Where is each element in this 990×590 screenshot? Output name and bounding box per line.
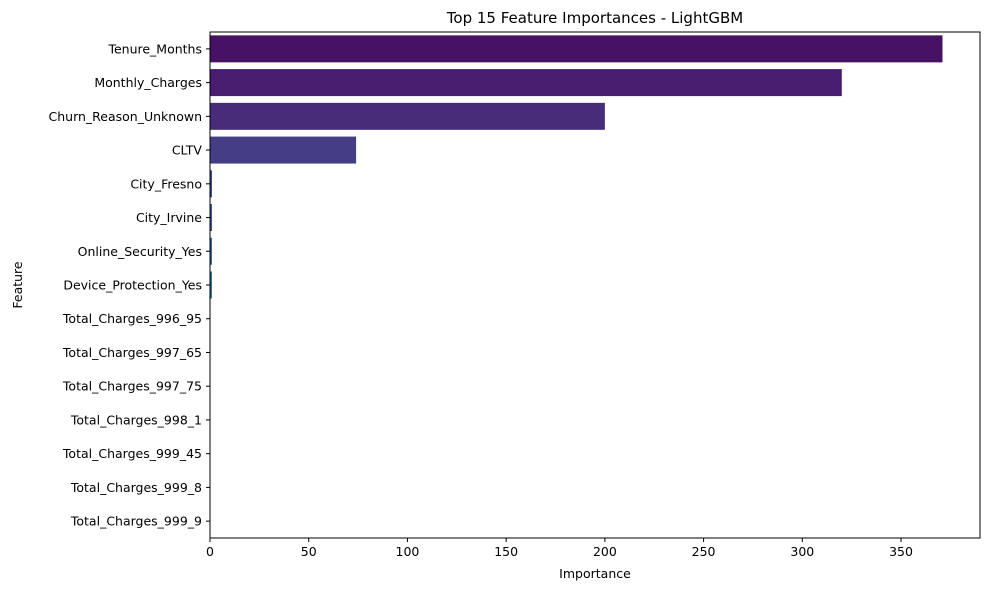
x-tick-label: 350 [889,544,913,559]
bar [210,237,212,265]
x-tick-label: 150 [494,544,518,559]
x-tick-label: 300 [790,544,814,559]
bar [210,170,212,198]
bar [210,271,212,299]
plot-frame [209,31,981,539]
y-tick-label: City_Fresno [130,176,202,191]
y-tick-label: Churn_Reason_Unknown [49,109,203,124]
y-axis-ticks: Tenure_Months Monthly_Charges Churn_Reason… [49,41,210,529]
x-tick-label: 50 [301,544,317,559]
x-tick-label: 250 [692,544,716,559]
bar [210,102,605,130]
y-tick-label: City_Irvine [136,210,202,225]
y-tick-label: Total_Charges_999_8 [70,480,202,495]
x-tick-label: 0 [206,544,214,559]
bar [210,69,842,97]
y-tick-label: Monthly_Charges [94,75,202,90]
bar [210,204,212,232]
bars-group [210,35,943,299]
x-axis-ticks: 0 50 100 150 200 250 300 350 [206,538,913,559]
y-tick-label: Total_Charges_997_65 [62,345,202,360]
y-tick-label: Online_Security_Yes [78,244,202,259]
bar [210,35,943,63]
x-axis-title: Importance [559,566,631,581]
y-tick-label: Total_Charges_997_75 [62,379,202,394]
y-tick-label: Total_Charges_996_95 [62,311,202,326]
y-axis-title: Feature [10,261,25,309]
x-tick-label: 100 [396,544,420,559]
y-tick-label: CLTV [172,143,203,158]
bar [210,136,357,164]
y-tick-label: Total_Charges_999_45 [62,446,202,461]
y-tick-label: Device_Protection_Yes [63,278,202,293]
y-tick-label: Total_Charges_998_1 [70,412,202,427]
x-tick-label: 200 [593,544,617,559]
y-tick-label: Total_Charges_999_9 [70,514,202,529]
y-tick-label: Tenure_Months [107,41,202,56]
chart-title: Top 15 Feature Importances - LightGBM [446,9,743,27]
